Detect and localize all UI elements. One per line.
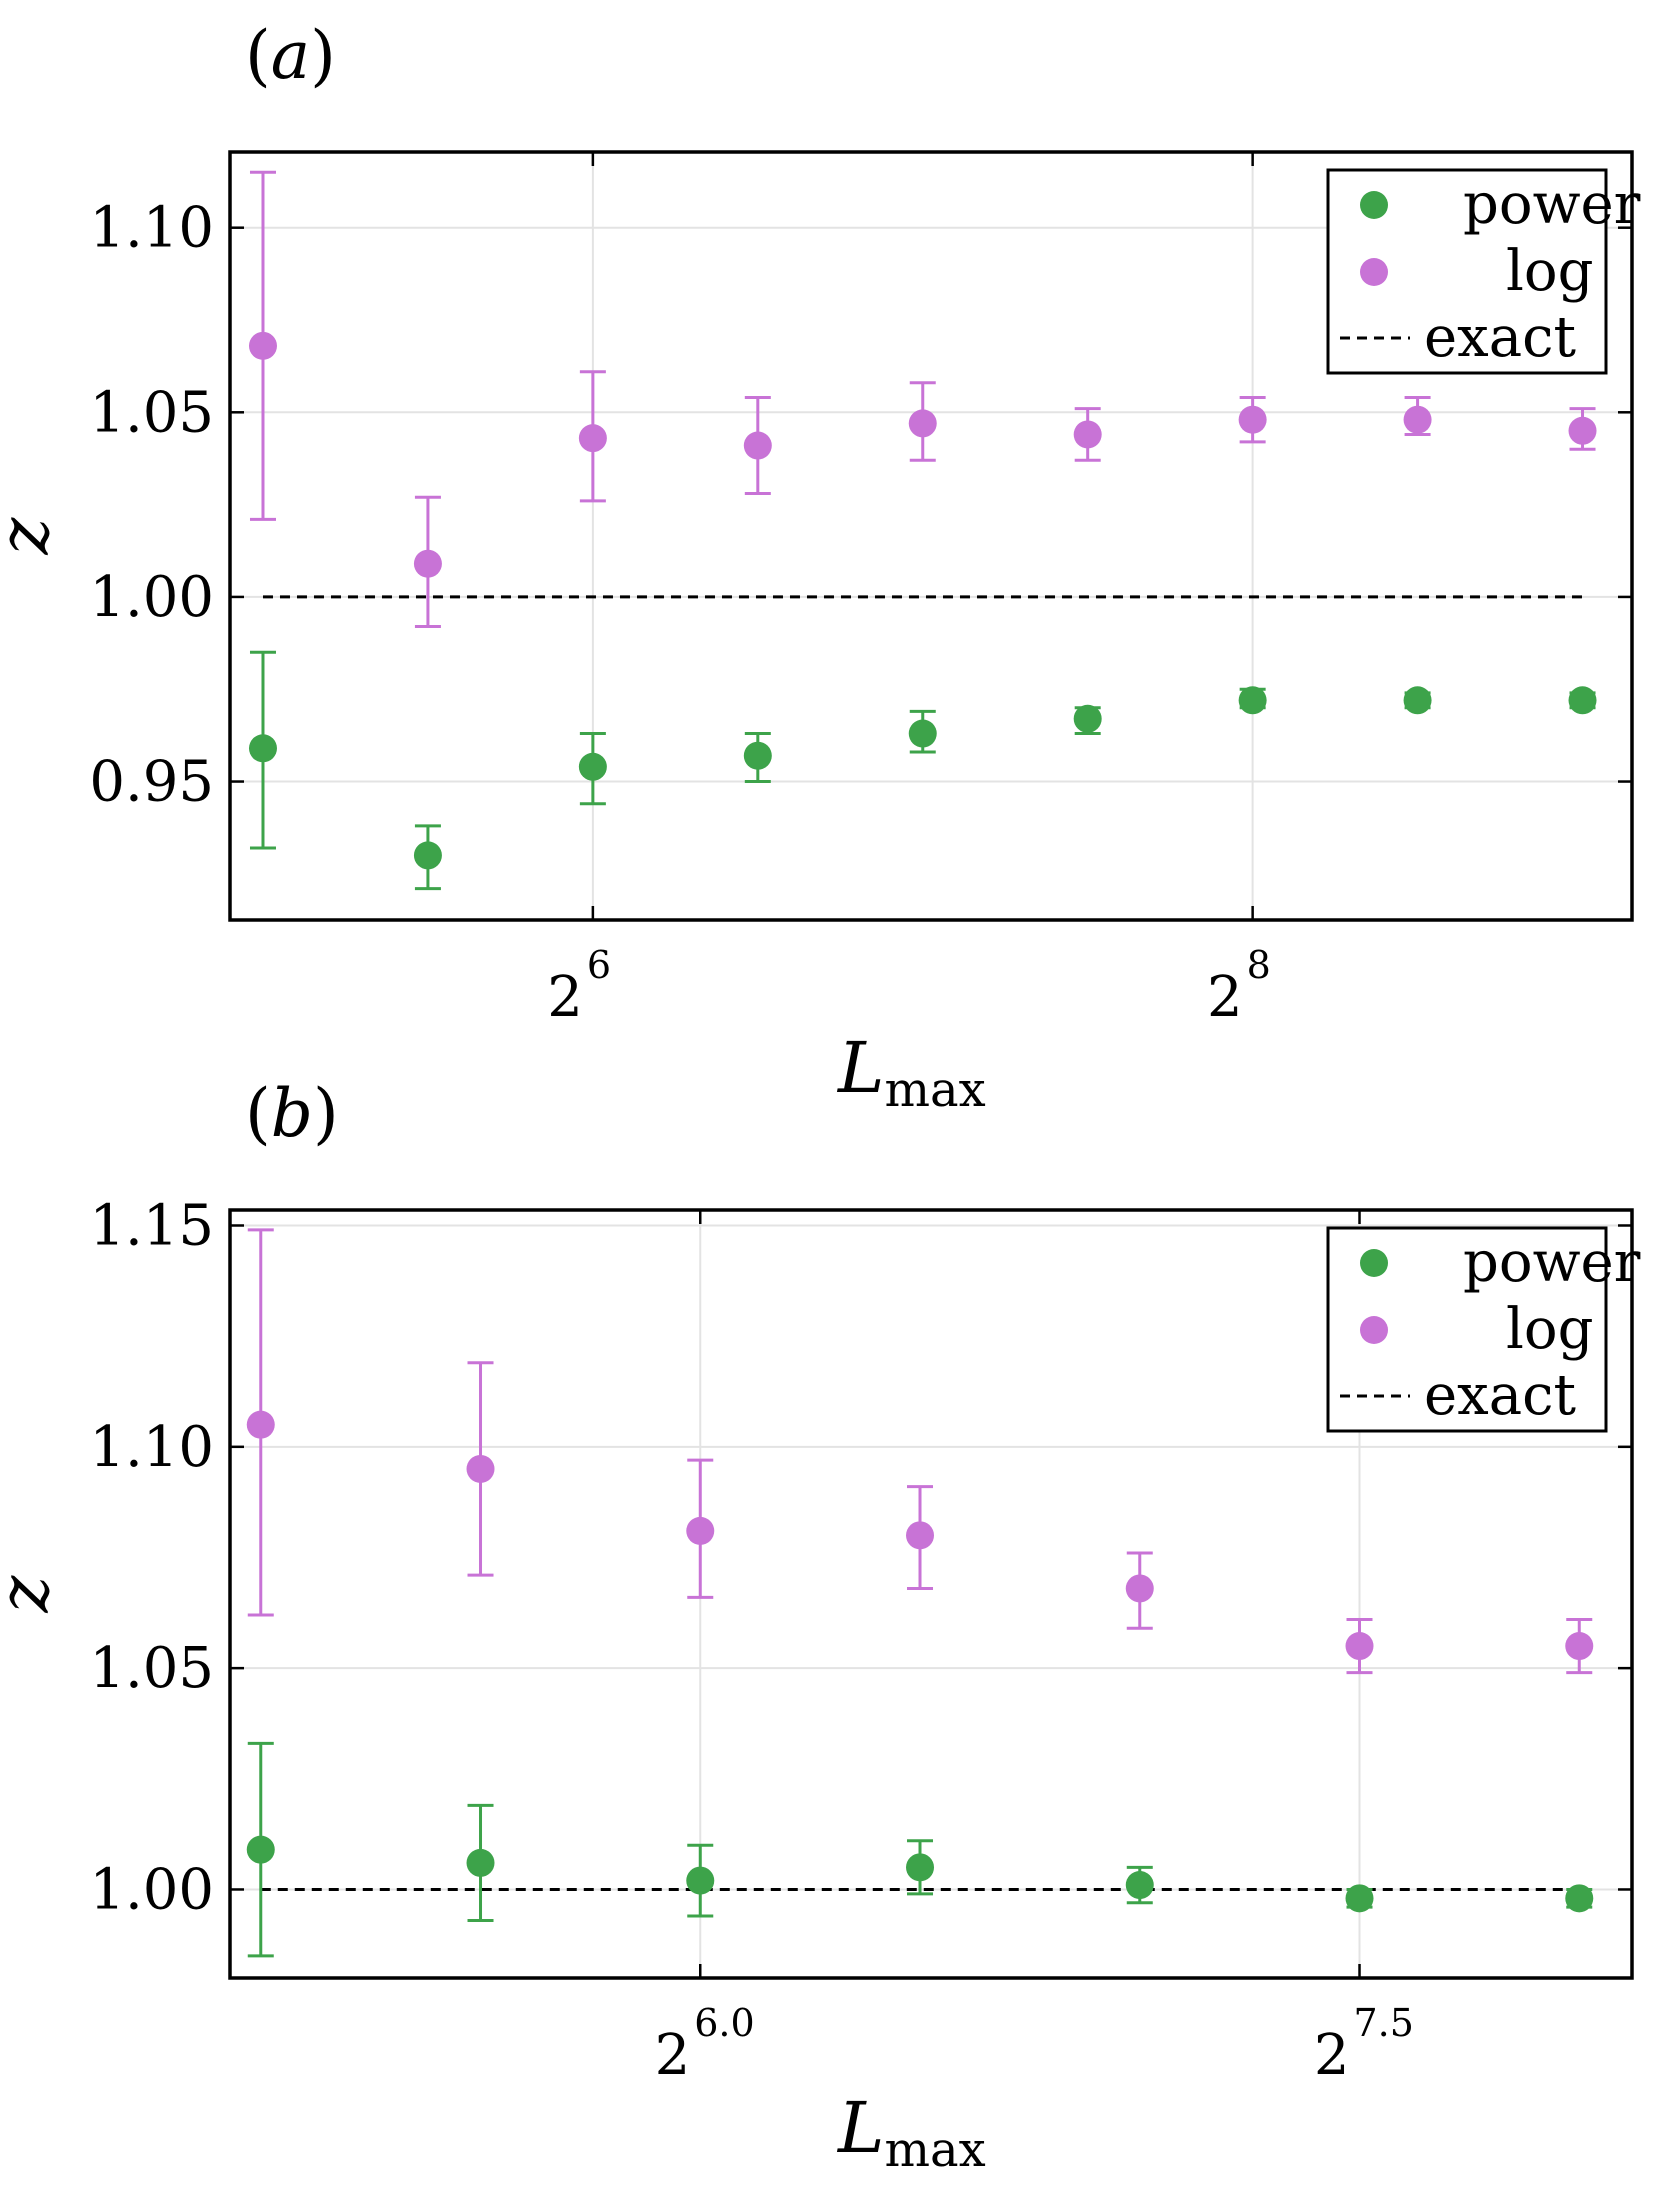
data-point [1073,704,1102,733]
x-tick-exponent: 6.0 [694,2001,754,2045]
data-point [908,719,937,748]
data-point [1345,1884,1374,1913]
data-point [1238,686,1267,715]
x-axis-label-main: L [836,2087,884,2169]
panel-label-letter: a [271,17,310,94]
data-point [248,734,277,763]
x-tick-exponent: 6 [587,943,611,987]
data-point [1565,1632,1594,1661]
series-log [248,170,1597,628]
data-point [413,841,442,870]
panel-label-open-paren: ( [245,17,271,94]
panel-label: (b) [245,1075,339,1152]
legend-marker-power [1360,191,1388,219]
x-axis-label-sub: max [884,1062,985,1118]
data-point [743,431,772,460]
series-power [248,650,1597,891]
panel-label-close-paren: ) [310,17,336,94]
y-tick-label: 1.15 [89,1193,214,1258]
data-point [1073,420,1102,449]
data-point [1345,1632,1374,1661]
panel-label-open-paren: ( [245,1075,271,1152]
legend-label-log: log [1506,1297,1593,1362]
data-point [578,752,607,781]
legend-label-exact: exact [1424,305,1576,370]
x-tick-exponent: 7.5 [1354,2001,1414,2045]
panel-b: (b)1.001.051.101.152 6.0 2 7.5powerlogexact… [0,1075,1641,2178]
data-point [1238,405,1267,434]
data-point [1565,1884,1594,1913]
data-point [246,1410,275,1439]
data-point [743,741,772,770]
data-point [1403,405,1432,434]
y-tick-label: 1.10 [89,196,214,261]
x-tick-label: 2 [1314,2023,1350,2088]
legend-label-exact: exact [1424,1363,1576,1428]
data-point [686,1516,715,1545]
panel-label-close-paren: ) [313,1075,339,1152]
legend-label-power: power [1463,172,1641,237]
data-point [906,1853,935,1882]
data-point [908,409,937,438]
y-tick-label: 1.00 [89,565,214,630]
x-axis-label: Lmax [836,2087,986,2178]
legend-marker-log [1360,1316,1388,1344]
y-axis-label: z [0,1574,65,1613]
legend-marker-power [1360,1249,1388,1277]
axes-frame [228,1208,1634,1980]
panel-label: (a) [245,17,336,94]
data-point [1568,416,1597,445]
data-point [246,1835,275,1864]
x-tick-exponent: 8 [1247,943,1271,987]
data-point [686,1866,715,1895]
legend-label-power: power [1463,1230,1641,1295]
data-point [248,331,277,360]
data-point [906,1521,935,1550]
data-point [413,549,442,578]
data-point [466,1454,495,1483]
y-tick-label: 1.00 [89,1857,214,1922]
x-tick-label: 2 [655,2023,691,2088]
data-point [1568,686,1597,715]
series-power [246,1741,1594,1958]
x-tick-label: 2 [547,965,583,1030]
x-axis-label-sub: max [884,2122,985,2178]
x-axis-label-main: L [836,1027,884,1109]
x-axis-label: Lmax [836,1027,986,1118]
y-tick-label: 1.05 [89,1636,214,1701]
panel-label-letter: b [271,1075,313,1152]
y-axis-label: z [0,516,65,555]
legend-marker-log [1360,258,1388,286]
panel-a: (a)0.951.001.051.102 6 2 8powerlogexactLmax… [0,17,1641,1118]
y-tick-label: 1.10 [89,1415,214,1480]
y-tick-label: 1.05 [89,380,214,445]
data-point [1403,686,1432,715]
data-point [578,424,607,453]
data-point [466,1848,495,1877]
x-tick-label: 2 [1207,965,1243,1030]
y-tick-label: 0.95 [89,750,214,815]
data-point [1125,1574,1154,1603]
legend-label-log: log [1506,239,1593,304]
axes-frame [228,150,1634,922]
series-log [246,1228,1594,1675]
data-point [1125,1871,1154,1900]
